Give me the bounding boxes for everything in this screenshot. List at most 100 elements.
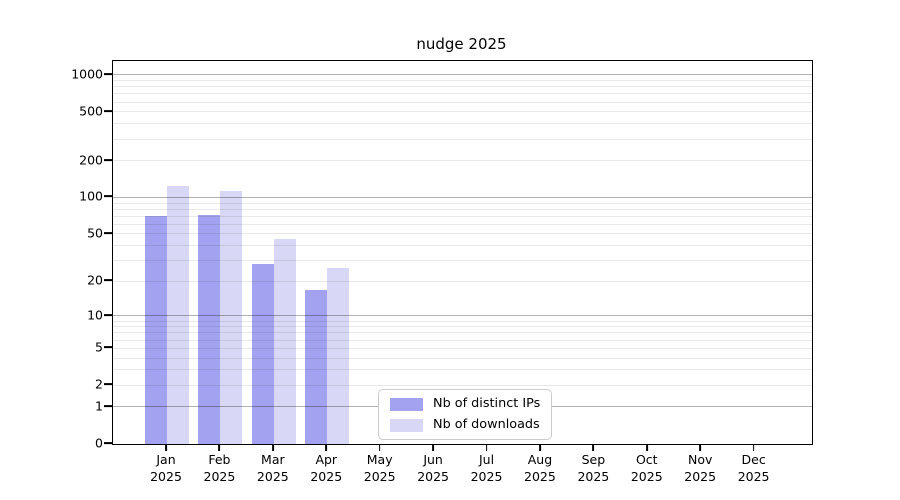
y-tick-label-100: 100: [79, 188, 103, 204]
x-tick-label-aug: Aug 2025: [504, 452, 576, 485]
x-tick-year: 2025: [150, 468, 182, 484]
bar-feb-downloads: [220, 190, 243, 444]
x-tick-month: Mar: [261, 452, 285, 467]
x-tick-year: 2025: [470, 468, 503, 484]
y-tick-label-5: 5: [95, 339, 103, 355]
minor-gridline-6: [113, 339, 812, 341]
x-tick-label-may: May 2025: [344, 452, 416, 485]
legend-label-downloads: Nb of downloads: [433, 417, 540, 432]
plot-area: [112, 60, 813, 445]
legend-item-downloads: Nb of downloads: [390, 418, 540, 432]
x-tick-month: Oct: [635, 452, 658, 467]
x-tick-month: Jul: [478, 452, 495, 467]
major-gridline-100: [113, 196, 812, 198]
x-tick-label-feb: Feb 2025: [183, 452, 255, 485]
y-tick-mark-50: [104, 232, 112, 234]
bar-feb-distinct-ips: [198, 214, 221, 444]
minor-gridline-800: [113, 86, 812, 88]
major-gridline-1000: [113, 74, 812, 76]
x-tick-mark-jan: [165, 445, 167, 451]
x-tick-label-nov: Nov 2025: [664, 452, 736, 485]
minor-gridline-900: [113, 80, 812, 82]
x-tick-month: Jun: [423, 452, 443, 467]
x-tick-month: Aug: [527, 452, 553, 467]
minor-gridline-9: [113, 320, 812, 322]
x-tick-mark-jul: [485, 445, 488, 451]
minor-gridline-400: [113, 123, 812, 125]
x-tick-year: 2025: [417, 468, 449, 484]
x-tick-mark-aug: [539, 445, 541, 451]
bar-apr-downloads: [327, 267, 350, 444]
x-tick-mark-mar: [271, 445, 274, 451]
y-tick-label-2: 2: [95, 376, 103, 392]
x-tick-month: May: [366, 452, 393, 467]
x-tick-year: 2025: [524, 468, 556, 484]
y-tick-mark-2: [104, 383, 112, 386]
y-tick-mark-1: [104, 405, 112, 407]
x-tick-label-dec: Dec 2025: [718, 452, 790, 485]
x-tick-label-oct: Oct 2025: [611, 452, 683, 485]
x-tick-label-jun: Jun 2025: [397, 452, 469, 485]
x-tick-label-jul: Jul 2025: [451, 452, 523, 485]
minor-gridline-40: [113, 245, 812, 247]
y-tick-mark-0: [104, 442, 112, 444]
minor-gridline-70: [113, 215, 812, 217]
y-tick-mark-10: [104, 314, 112, 316]
minor-gridline-4: [113, 357, 812, 359]
y-tick-mark-200: [104, 158, 112, 161]
bar-mar-distinct-ips: [251, 264, 274, 444]
bar-jan-distinct-ips: [145, 216, 167, 444]
x-tick-year: 2025: [363, 468, 396, 484]
y-tick-label-0: 0: [95, 435, 103, 451]
minor-gridline-60: [113, 223, 812, 225]
minor-gridline-2: [113, 384, 812, 386]
minor-gridline-30: [113, 260, 812, 262]
x-tick-month: Sep: [581, 452, 606, 467]
minor-gridline-700: [113, 93, 812, 95]
y-tick-mark-1000: [104, 73, 112, 75]
x-tick-year: 2025: [256, 468, 289, 484]
x-tick-year: 2025: [684, 468, 717, 484]
legend: Nb of distinct IPs Nb of downloads: [378, 389, 553, 440]
minor-gridline-7: [113, 332, 812, 334]
bar-jan-downloads: [167, 185, 189, 444]
legend-swatch-distinct-ips: [390, 397, 423, 411]
y-tick-label-500: 500: [79, 103, 103, 119]
y-tick-label-200: 200: [79, 152, 103, 168]
chart-title: nudge 2025: [416, 35, 507, 53]
y-tick-label-10: 10: [87, 307, 103, 323]
x-tick-year: 2025: [737, 468, 770, 484]
y-tick-label-50: 50: [87, 225, 103, 241]
y-tick-label-20: 20: [87, 272, 103, 288]
x-tick-label-sep: Sep 2025: [557, 452, 629, 485]
x-tick-label-jan: Jan 2025: [130, 452, 202, 485]
x-tick-mark-feb: [218, 445, 221, 451]
y-tick-mark-100: [104, 195, 112, 198]
x-tick-mark-sep: [592, 445, 595, 451]
x-tick-mark-jun: [432, 445, 434, 451]
minor-gridline-500: [113, 111, 812, 113]
minor-gridline-5: [113, 347, 812, 349]
legend-swatch-downloads: [390, 418, 423, 432]
major-gridline-10: [113, 315, 812, 317]
y-tick-label-1: 1: [95, 398, 103, 414]
x-tick-year: 2025: [310, 468, 343, 484]
x-tick-month: Feb: [208, 452, 231, 467]
y-tick-mark-500: [104, 110, 112, 112]
x-tick-month: Jan: [156, 452, 176, 467]
legend-label-distinct-ips: Nb of distinct IPs: [433, 396, 541, 411]
bars-layer: [113, 61, 812, 444]
minor-gridline-300: [113, 138, 812, 140]
x-tick-mark-nov: [699, 445, 702, 451]
minor-gridline-200: [113, 160, 812, 162]
x-tick-year: 2025: [630, 468, 663, 484]
x-tick-mark-oct: [645, 445, 648, 451]
x-tick-mark-may: [378, 445, 381, 451]
x-tick-label-apr: Apr 2025: [290, 452, 362, 485]
x-tick-year: 2025: [203, 468, 236, 484]
x-tick-month: Dec: [741, 452, 766, 467]
minor-gridline-8: [113, 326, 812, 328]
x-tick-label-mar: Mar 2025: [237, 452, 309, 485]
x-tick-month: Apr: [315, 452, 338, 467]
